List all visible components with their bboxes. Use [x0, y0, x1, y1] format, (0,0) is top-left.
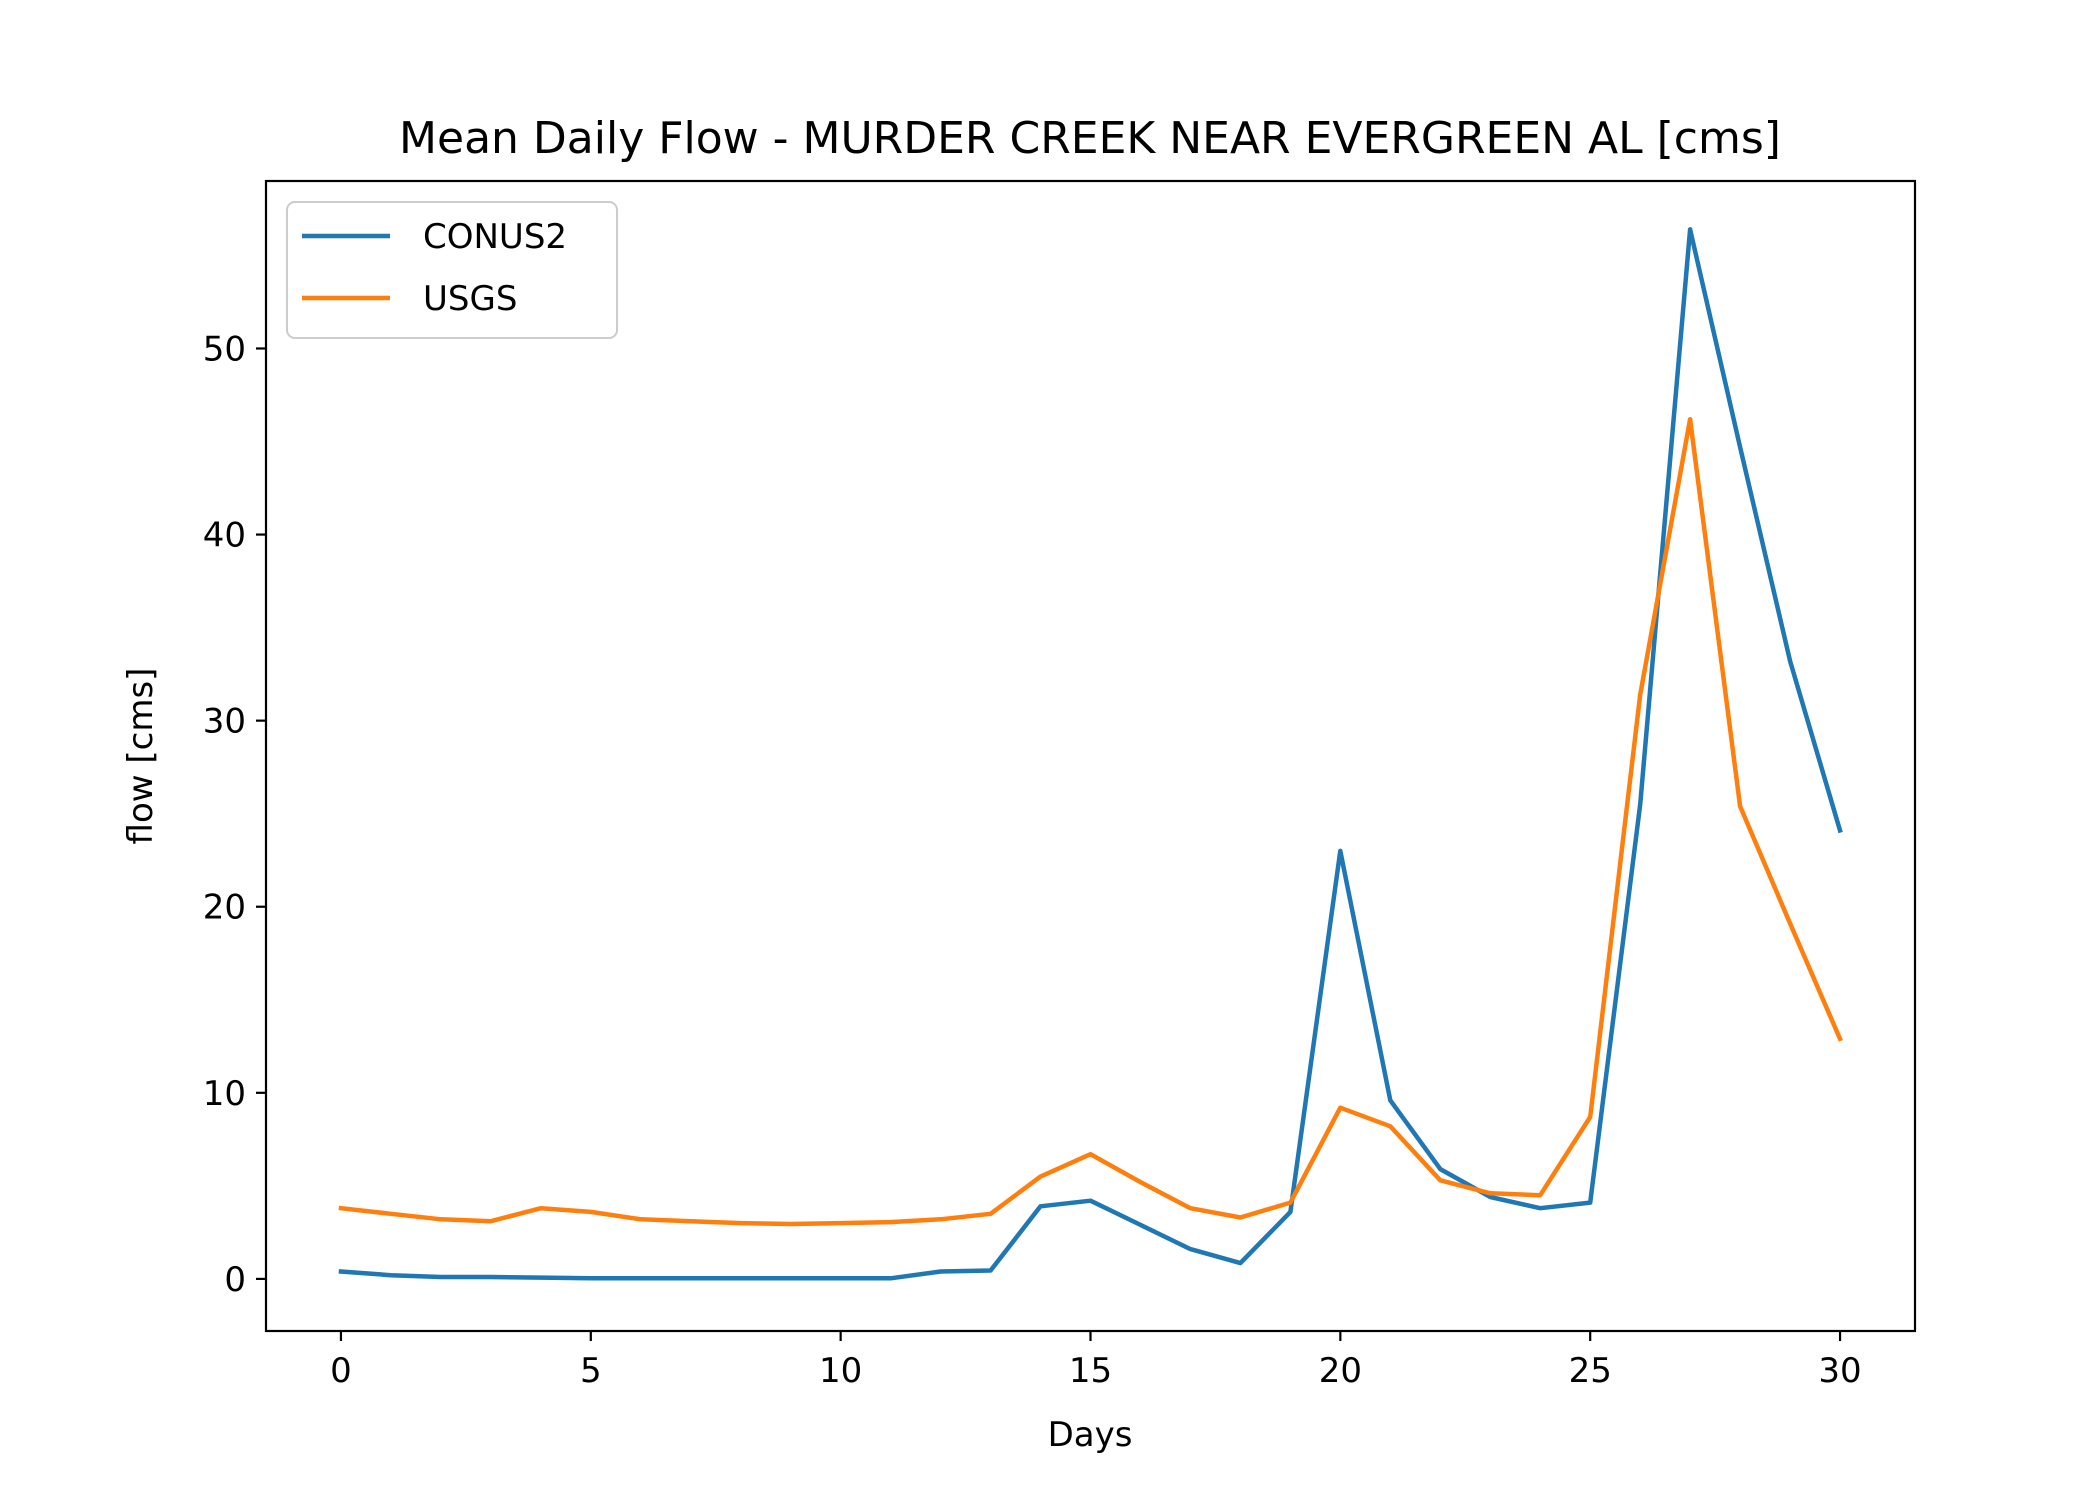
- series-line-conus2: [338, 227, 1843, 1281]
- y-tick-label: 30: [203, 702, 246, 742]
- x-axis-label: Days: [1048, 1415, 1133, 1455]
- plot-series-group: [338, 227, 1843, 1281]
- x-tick-label: 5: [580, 1351, 602, 1391]
- x-tick-label: 30: [1818, 1351, 1861, 1391]
- y-tick-label: 40: [203, 516, 246, 556]
- legend: CONUS2 USGS: [286, 201, 618, 339]
- legend-label-conus2: CONUS2: [423, 217, 567, 257]
- y-tick-label: 50: [203, 329, 246, 369]
- y-axis: 0 10 20 30 40 50: [203, 329, 266, 1300]
- legend-label-usgs: USGS: [423, 279, 517, 319]
- chart-title: Mean Daily Flow - MURDER CREEK NEAR EVER…: [399, 113, 1781, 164]
- x-tick-label: 10: [819, 1351, 862, 1391]
- x-axis: 0 5 10 15 20 25 30: [330, 1331, 1862, 1391]
- y-axis-label: flow [cms]: [121, 668, 161, 845]
- series-line-usgs: [338, 416, 1843, 1227]
- x-tick-label: 20: [1319, 1351, 1362, 1391]
- x-tick-label: 0: [330, 1351, 352, 1391]
- y-tick-label: 0: [224, 1260, 246, 1300]
- x-tick-label: 15: [1069, 1351, 1112, 1391]
- x-tick-label: 25: [1569, 1351, 1612, 1391]
- y-tick-label: 20: [203, 888, 246, 928]
- y-tick-label: 10: [203, 1074, 246, 1114]
